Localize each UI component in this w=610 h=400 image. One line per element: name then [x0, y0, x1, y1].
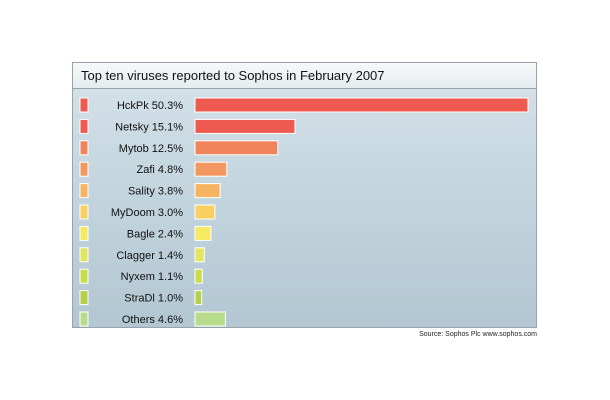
- legend-swatch: [79, 268, 89, 284]
- chart-panel: Top ten viruses reported to Sophos in Fe…: [72, 62, 537, 328]
- bar: [194, 225, 212, 241]
- chart-title: Top ten viruses reported to Sophos in Fe…: [81, 68, 385, 83]
- legend-swatch: [79, 225, 89, 241]
- legend-swatch: [79, 183, 89, 199]
- legend-swatch: [79, 247, 89, 263]
- legend-swatch: [79, 290, 89, 306]
- category-label: Mytob 12.5%: [119, 143, 183, 155]
- category-label: Nyxem 1.1%: [121, 271, 184, 283]
- bar: [194, 97, 529, 113]
- bar: [194, 290, 203, 306]
- bar: [194, 204, 216, 220]
- bar: [194, 247, 205, 263]
- bar: [194, 311, 226, 327]
- legend-swatch: [79, 161, 89, 177]
- bar: [194, 118, 296, 134]
- bar: [194, 161, 228, 177]
- legend-swatch: [79, 311, 89, 327]
- bar: [194, 268, 203, 284]
- legend-swatch: [79, 97, 89, 113]
- category-label: Clagger 1.4%: [116, 250, 183, 262]
- category-label: Zafi 4.8%: [137, 164, 184, 176]
- source-note: Source: Sophos Plc www.sophos.com: [419, 331, 537, 338]
- bar: [194, 183, 221, 199]
- title-bar: Top ten viruses reported to Sophos in Fe…: [73, 63, 536, 89]
- category-label: Bagle 2.4%: [127, 228, 183, 240]
- category-label: HckPk 50.3%: [117, 100, 183, 112]
- category-label: Others 4.6%: [122, 314, 183, 326]
- category-label: StraDl 1.0%: [124, 293, 183, 305]
- category-label: Netsky 15.1%: [115, 121, 183, 133]
- legend-swatch: [79, 140, 89, 156]
- category-label: Sality 3.8%: [128, 186, 183, 198]
- legend-swatch: [79, 204, 89, 220]
- legend-swatch: [79, 118, 89, 134]
- bar: [194, 140, 279, 156]
- category-label: MyDoom 3.0%: [111, 207, 183, 219]
- bar-chart: HckPk 50.3% Netsky 15.1% Mytob 12.5% Zafi 4…: [79, 97, 529, 327]
